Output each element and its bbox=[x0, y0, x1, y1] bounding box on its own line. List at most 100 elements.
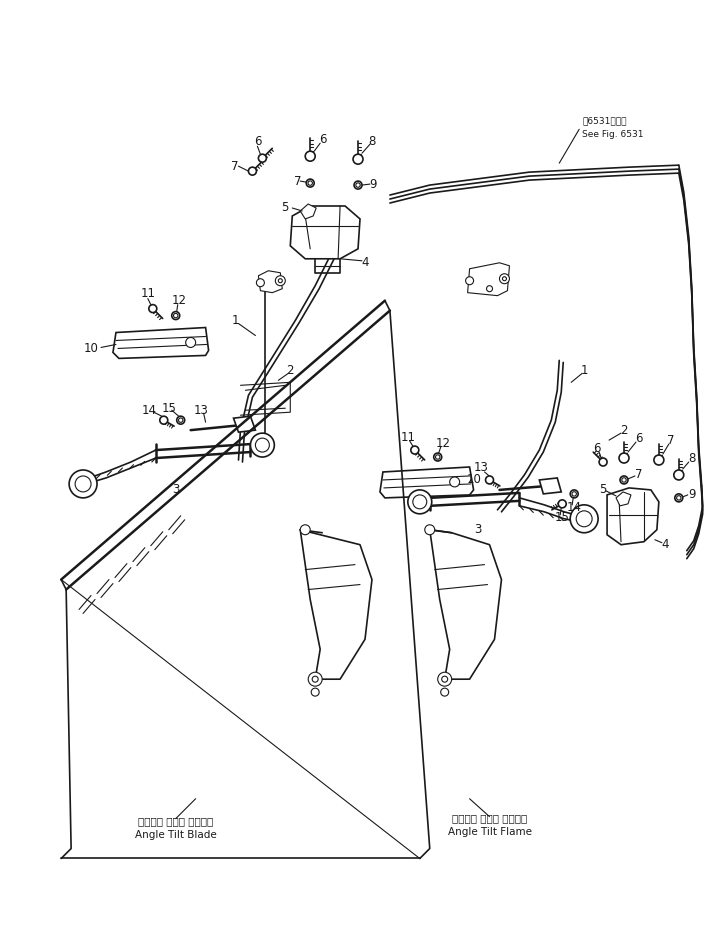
Circle shape bbox=[486, 476, 494, 484]
Polygon shape bbox=[233, 416, 255, 432]
Polygon shape bbox=[467, 263, 510, 296]
Text: 7: 7 bbox=[667, 434, 675, 447]
Text: 7: 7 bbox=[294, 174, 301, 188]
Text: 7: 7 bbox=[635, 468, 643, 481]
Circle shape bbox=[434, 453, 442, 461]
Text: 14: 14 bbox=[141, 404, 156, 417]
Text: 10: 10 bbox=[84, 342, 98, 355]
Text: 6: 6 bbox=[635, 432, 643, 445]
Circle shape bbox=[438, 672, 451, 686]
Circle shape bbox=[654, 455, 664, 465]
Text: 3: 3 bbox=[172, 483, 180, 496]
Text: 11: 11 bbox=[401, 431, 415, 443]
Circle shape bbox=[311, 689, 319, 696]
Polygon shape bbox=[380, 467, 473, 498]
Text: 13: 13 bbox=[474, 462, 489, 475]
Circle shape bbox=[413, 494, 427, 508]
Circle shape bbox=[354, 181, 362, 189]
Circle shape bbox=[619, 453, 629, 463]
Text: 1: 1 bbox=[232, 314, 239, 327]
Text: 7: 7 bbox=[230, 160, 238, 173]
Text: See Fig. 6531: See Fig. 6531 bbox=[582, 130, 643, 139]
Text: 15: 15 bbox=[161, 402, 176, 415]
Polygon shape bbox=[539, 478, 561, 494]
Circle shape bbox=[249, 167, 257, 175]
Text: 2: 2 bbox=[286, 364, 294, 377]
Circle shape bbox=[465, 277, 473, 285]
Text: 6: 6 bbox=[254, 134, 261, 147]
Circle shape bbox=[257, 279, 265, 286]
Circle shape bbox=[450, 477, 459, 487]
Text: 5: 5 bbox=[599, 483, 607, 496]
Text: 第6531図参照: 第6531図参照 bbox=[582, 117, 627, 126]
Circle shape bbox=[570, 490, 578, 498]
Polygon shape bbox=[258, 271, 282, 293]
Circle shape bbox=[486, 285, 492, 292]
Circle shape bbox=[312, 676, 318, 682]
Circle shape bbox=[172, 312, 180, 320]
Text: Angle Tilt Flame: Angle Tilt Flame bbox=[448, 827, 531, 837]
Circle shape bbox=[435, 455, 440, 459]
Text: 10: 10 bbox=[467, 473, 482, 486]
Text: 9: 9 bbox=[688, 488, 696, 501]
Circle shape bbox=[577, 511, 592, 527]
Circle shape bbox=[308, 672, 322, 686]
Polygon shape bbox=[607, 488, 659, 545]
Circle shape bbox=[572, 492, 577, 496]
Circle shape bbox=[174, 313, 178, 318]
Circle shape bbox=[441, 689, 449, 696]
Circle shape bbox=[305, 151, 316, 161]
Text: 15: 15 bbox=[555, 511, 570, 524]
Circle shape bbox=[425, 524, 435, 535]
Circle shape bbox=[185, 338, 196, 347]
Circle shape bbox=[499, 273, 510, 284]
Circle shape bbox=[278, 279, 282, 283]
Text: 2: 2 bbox=[620, 424, 627, 437]
Polygon shape bbox=[616, 492, 631, 506]
Polygon shape bbox=[290, 206, 360, 258]
Circle shape bbox=[502, 277, 507, 281]
Text: 12: 12 bbox=[172, 294, 186, 307]
Text: 11: 11 bbox=[140, 287, 156, 300]
Circle shape bbox=[149, 304, 157, 313]
Text: 9: 9 bbox=[369, 177, 377, 190]
Circle shape bbox=[308, 181, 313, 186]
Circle shape bbox=[258, 154, 266, 162]
Circle shape bbox=[69, 470, 97, 498]
Text: 5: 5 bbox=[281, 202, 289, 215]
Text: 14: 14 bbox=[566, 501, 582, 514]
Text: 13: 13 bbox=[193, 404, 208, 417]
Circle shape bbox=[356, 183, 360, 188]
Circle shape bbox=[177, 416, 185, 425]
Circle shape bbox=[442, 676, 448, 682]
Circle shape bbox=[570, 505, 598, 533]
Circle shape bbox=[622, 478, 626, 482]
Text: Angle Tilt Blade: Angle Tilt Blade bbox=[134, 829, 217, 840]
Polygon shape bbox=[113, 327, 209, 358]
Circle shape bbox=[677, 495, 681, 500]
Text: 3: 3 bbox=[474, 523, 481, 536]
Circle shape bbox=[558, 500, 566, 508]
Polygon shape bbox=[300, 204, 316, 219]
Text: 6: 6 bbox=[319, 132, 327, 146]
Circle shape bbox=[300, 524, 310, 535]
Circle shape bbox=[179, 418, 183, 423]
Text: 1: 1 bbox=[580, 364, 588, 377]
Circle shape bbox=[408, 490, 432, 514]
Text: アングル チルト フレーム: アングル チルト フレーム bbox=[452, 814, 527, 824]
Circle shape bbox=[160, 416, 168, 425]
Circle shape bbox=[353, 154, 363, 164]
Circle shape bbox=[75, 476, 91, 492]
Text: 12: 12 bbox=[435, 437, 450, 450]
Circle shape bbox=[599, 458, 607, 466]
Circle shape bbox=[675, 494, 683, 502]
Text: アングル チルト ブレード: アングル チルト ブレード bbox=[138, 816, 213, 827]
Circle shape bbox=[250, 433, 274, 457]
Circle shape bbox=[255, 439, 270, 453]
Circle shape bbox=[411, 446, 419, 454]
Text: 4: 4 bbox=[661, 538, 669, 551]
Text: 8: 8 bbox=[369, 134, 376, 147]
Circle shape bbox=[620, 476, 628, 484]
Circle shape bbox=[674, 470, 684, 480]
Circle shape bbox=[276, 276, 285, 285]
